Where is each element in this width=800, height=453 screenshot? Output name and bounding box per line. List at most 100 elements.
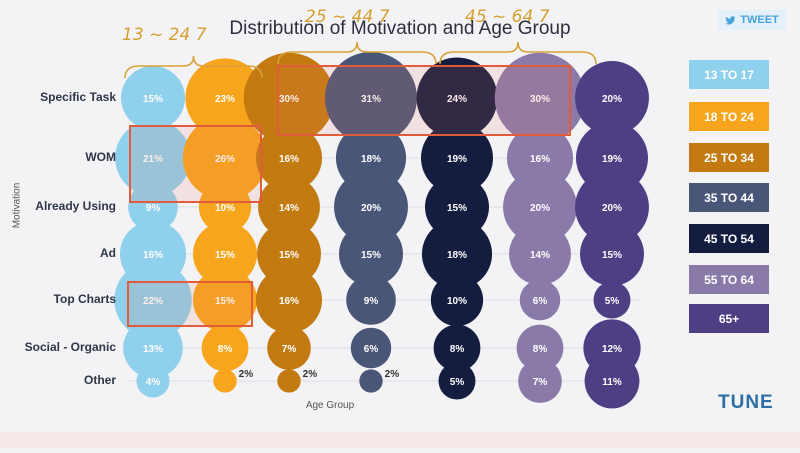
- bubble: [494, 52, 586, 144]
- bubble-value-label: 13%: [143, 344, 163, 355]
- handwritten-annotation: 25 ~ 44 7: [305, 7, 390, 27]
- bubble: [580, 222, 644, 286]
- bubble-value-label: 20%: [602, 203, 622, 214]
- handwritten-annotation: 13 ~ 24 7: [122, 25, 207, 45]
- bubble: [123, 318, 183, 378]
- bubble-value-label: 8%: [533, 344, 548, 355]
- bubble: [339, 222, 403, 286]
- bubble-value-label: 10%: [447, 296, 467, 307]
- bubble-value-label: 2%: [303, 369, 318, 380]
- bubble-value-label: 11%: [602, 377, 622, 388]
- bubble: [359, 369, 383, 393]
- bubble: [430, 273, 484, 327]
- bubble-value-label: 15%: [602, 250, 622, 261]
- bubble-value-label: 8%: [218, 344, 233, 355]
- bubble: [518, 359, 562, 403]
- bubble: [121, 66, 185, 130]
- bubble-value-label: 10%: [215, 203, 235, 214]
- bubble: [519, 279, 561, 321]
- bubble: [193, 222, 257, 286]
- bubble: [201, 324, 249, 372]
- bubble-value-label: 14%: [530, 250, 550, 261]
- chart-title: Distribution of Motivation and Age Group: [229, 18, 571, 39]
- bubble-value-label: 15%: [279, 250, 299, 261]
- bubble: [115, 120, 191, 196]
- bubble-value-label: 22%: [143, 296, 163, 307]
- tweet-button[interactable]: TWEET: [718, 10, 786, 30]
- bubble-value-label: 23%: [215, 94, 235, 105]
- bubble: [213, 369, 237, 393]
- bubble: [509, 223, 571, 285]
- legend-item: 13 TO 17: [689, 60, 769, 89]
- bubble-value-label: 15%: [361, 250, 381, 261]
- bubble: [185, 58, 265, 138]
- legend-item: 35 TO 44: [689, 183, 769, 212]
- bubble-value-label: 5%: [450, 377, 465, 388]
- bubble: [267, 326, 311, 370]
- bubble-value-label: 5%: [605, 296, 620, 307]
- row-label: Already Using: [35, 199, 116, 213]
- highlight-box-2: [277, 65, 571, 136]
- bubble-value-label: 15%: [215, 250, 235, 261]
- bubble-value-label: 6%: [364, 344, 379, 355]
- bubble-value-label: 2%: [385, 369, 400, 380]
- bubble: [198, 180, 252, 234]
- bubble: [136, 364, 170, 398]
- handwritten-annotation: 45 ~ 64 7: [465, 7, 550, 27]
- bubble-value-label: 16%: [143, 250, 163, 261]
- bubble-value-label: 31%: [361, 94, 381, 105]
- bubble: [255, 266, 323, 334]
- highlight-box-0: [129, 125, 262, 203]
- bubble-value-label: 20%: [361, 203, 381, 214]
- bubble-value-label: 16%: [279, 296, 299, 307]
- bubble-value-label: 20%: [602, 94, 622, 105]
- bubble-value-label: 12%: [602, 344, 622, 355]
- bubble-value-label: 16%: [279, 154, 299, 165]
- bubble-value-label: 2%: [239, 369, 254, 380]
- bubble-value-label: 15%: [447, 203, 467, 214]
- legend-item: 45 TO 54: [689, 224, 769, 253]
- bubble: [114, 261, 192, 339]
- bubble-value-label: 19%: [447, 154, 467, 165]
- row-label: Other: [83, 373, 116, 387]
- bubble-value-label: 18%: [361, 154, 381, 165]
- bubble-value-label: 7%: [533, 377, 548, 388]
- row-label: Top Charts: [53, 292, 116, 306]
- bubble-value-label: 24%: [447, 94, 467, 105]
- legend-item: 65+: [689, 304, 769, 333]
- bubble-value-label: 14%: [279, 203, 299, 214]
- bubble: [584, 353, 640, 409]
- twitter-bird-icon: [725, 15, 736, 24]
- bubble-value-label: 18%: [447, 250, 467, 261]
- bubble-value-label: 8%: [450, 344, 465, 355]
- bubble: [438, 362, 476, 400]
- bubble: [593, 281, 631, 319]
- bubble-value-label: 15%: [143, 94, 163, 105]
- tune-logo: TUNE: [718, 392, 774, 413]
- tweet-label: TWEET: [740, 14, 779, 26]
- legend-item: 18 TO 24: [689, 102, 769, 131]
- bubble: [255, 124, 323, 192]
- bubble-value-label: 6%: [533, 296, 548, 307]
- row-label: Specific Task: [40, 90, 116, 104]
- group-brace-0: [124, 55, 263, 79]
- bubble-value-label: 16%: [530, 154, 550, 165]
- y-axis-label: Motivation: [11, 182, 23, 229]
- bubble: [503, 170, 577, 244]
- row-label: Social - Organic: [24, 340, 116, 354]
- legend-item: 55 TO 64: [689, 265, 769, 294]
- bubble-value-label: 30%: [279, 94, 299, 105]
- bubble: [421, 218, 493, 290]
- bubble-value-label: 4%: [146, 377, 161, 388]
- bubble: [420, 121, 494, 195]
- bubble: [416, 57, 498, 139]
- bubble: [193, 268, 257, 332]
- bubble: [334, 170, 408, 244]
- group-brace-1: [277, 41, 437, 65]
- bubble: [182, 115, 268, 201]
- bubble-value-label: 26%: [215, 154, 235, 165]
- bubble-value-label: 9%: [364, 296, 379, 307]
- bubble: [257, 222, 321, 286]
